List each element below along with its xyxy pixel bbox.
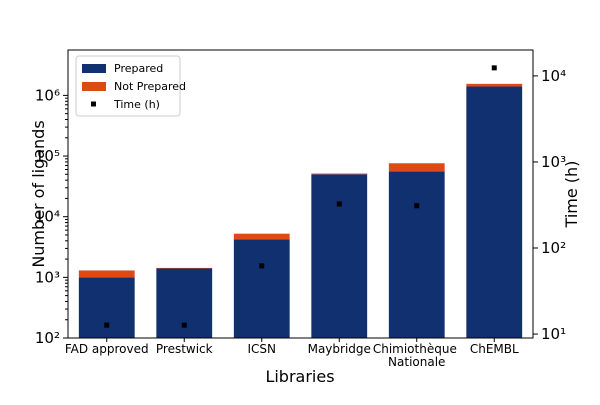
y2-tick-label: 10⁴ bbox=[541, 67, 566, 85]
y2-tick-label: 10² bbox=[541, 239, 566, 257]
time-point bbox=[181, 322, 187, 328]
bar bbox=[233, 233, 290, 240]
y2-axis-title: Time (h) bbox=[562, 161, 581, 229]
time-point bbox=[104, 322, 110, 328]
time-point bbox=[336, 201, 342, 207]
legend-swatch bbox=[82, 64, 106, 73]
legend-label: Time (h) bbox=[113, 98, 160, 111]
x-tick-label: Maybridge bbox=[308, 342, 371, 356]
bar bbox=[388, 163, 445, 172]
time-point bbox=[259, 263, 265, 269]
x-tick-label: FAD approved bbox=[65, 342, 149, 356]
bar bbox=[311, 174, 368, 338]
bar bbox=[233, 239, 290, 338]
y-tick-label: 10² bbox=[35, 329, 60, 347]
x-tick-label: ChEMBL bbox=[470, 342, 519, 356]
y-tick-label: 10⁵ bbox=[35, 147, 60, 165]
bar bbox=[311, 173, 368, 175]
y-tick-label: 10³ bbox=[35, 268, 60, 286]
y-axis-title: Number of ligands bbox=[29, 120, 48, 267]
time-point bbox=[414, 203, 420, 209]
bar bbox=[388, 171, 445, 338]
x-tick-label: Chimiothèque Nationale bbox=[373, 342, 461, 369]
x-tick-label: ICSN bbox=[247, 342, 276, 356]
bar bbox=[466, 86, 523, 338]
y2-tick-label: 10³ bbox=[541, 153, 566, 171]
bar bbox=[156, 267, 213, 269]
y-tick-label: 10⁶ bbox=[35, 86, 60, 104]
bar bbox=[78, 277, 135, 338]
legend-label: Not Prepared bbox=[114, 80, 186, 93]
x-tick-label: Prestwick bbox=[156, 342, 213, 356]
x-axis-title: Libraries bbox=[265, 367, 334, 386]
legend-swatch bbox=[82, 82, 106, 91]
time-point bbox=[491, 65, 497, 71]
plot-frame bbox=[67, 49, 534, 339]
bar bbox=[78, 270, 135, 278]
y2-tick-label: 10¹ bbox=[541, 325, 566, 343]
bar bbox=[466, 83, 523, 87]
y-tick-label: 10⁴ bbox=[35, 208, 60, 226]
legend-marker bbox=[91, 101, 96, 107]
legend-label: Prepared bbox=[114, 62, 163, 75]
